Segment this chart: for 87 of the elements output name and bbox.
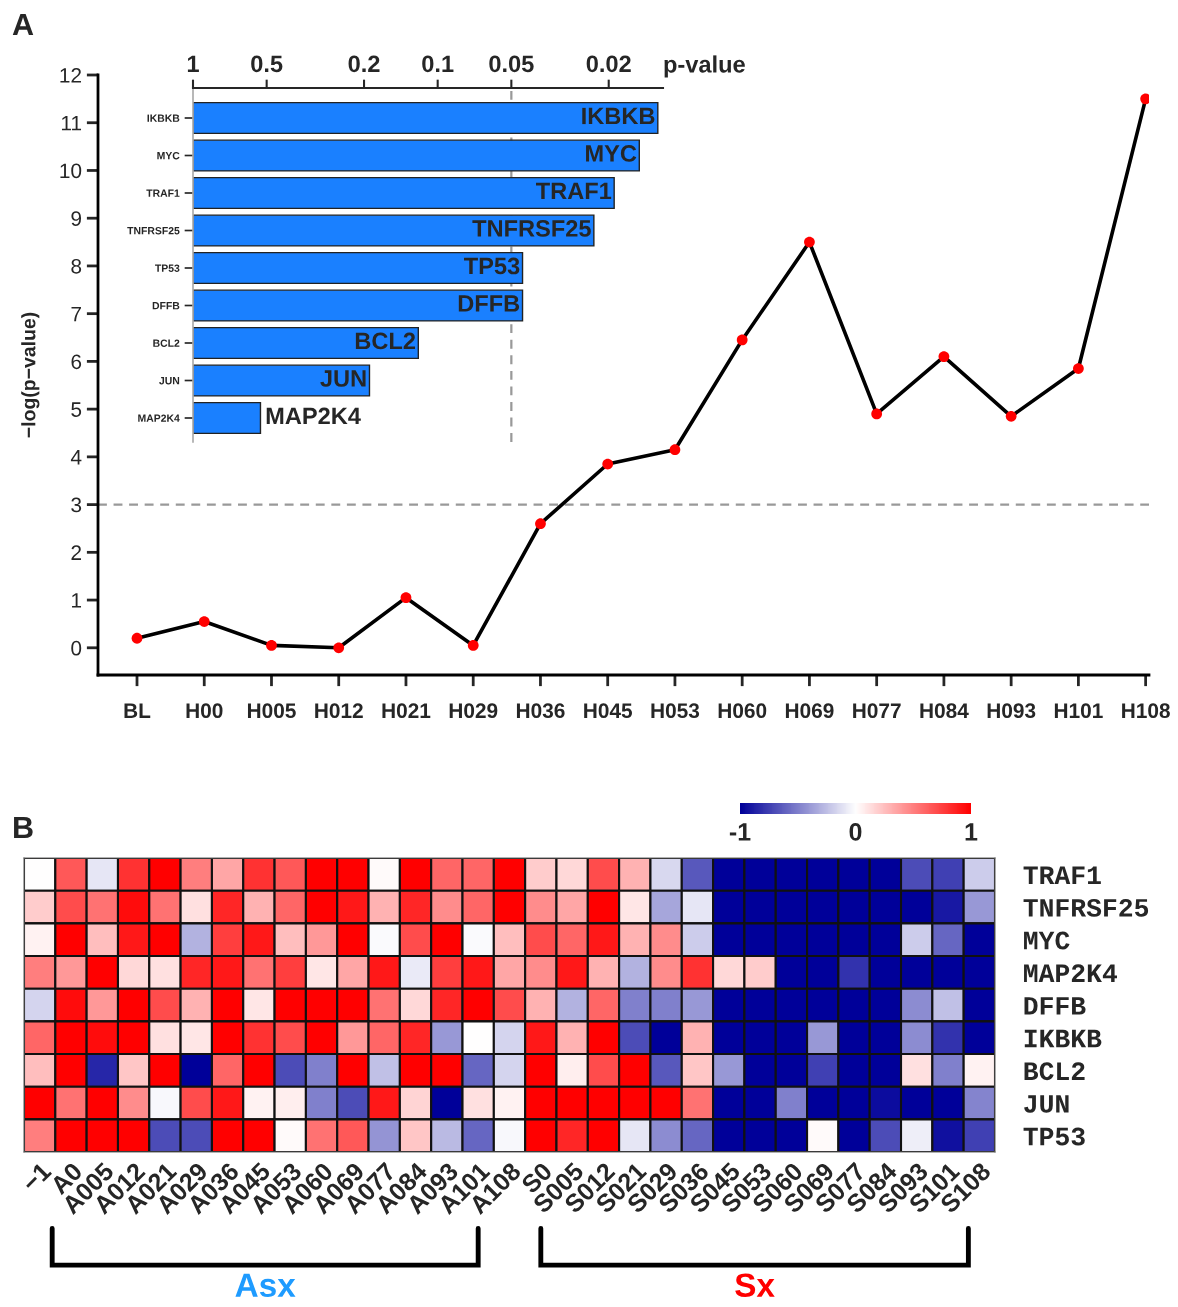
text: Asx [235,1273,296,1298]
y-tick-label: 0 [71,640,82,656]
x-tick-label: H084 [920,703,969,719]
y-tick-label: 8 [71,258,82,274]
y-tick-label: 3 [71,497,82,513]
y-tick-label: TNFRSF25 [127,227,180,235]
y-tick-label: BCL2 [1024,1062,1085,1081]
x-tick-label: H036 [516,703,565,719]
point [1073,363,1084,374]
annotation: IKBKB [582,107,655,125]
y-tick-label: MYC [1024,931,1070,950]
y-tick-label: 9 [71,211,82,226]
x-tick-label: 1 [187,55,199,72]
point [198,616,210,627]
y-tick-label: 2 [71,545,81,560]
point [804,236,815,248]
x-tick-label: H069 [785,703,834,719]
point [669,444,681,456]
annotation: TRAF1 [536,182,612,200]
annotation: JUN [320,370,366,387]
x-tick-label: H101 [1054,703,1103,719]
x-tick-label: H012 [315,703,363,719]
annotation: MYC [586,145,637,162]
x-tick-label: H045 [584,703,633,719]
annotation: TNFRSF25 [472,220,591,237]
point [736,334,748,346]
y-tick-label: BCL2 [153,339,180,347]
chart-title: B [14,816,33,838]
x-tick-label: 0.02 [586,55,631,73]
x-tick-label: BL [124,703,151,718]
y-tick-label: 5 [71,402,82,417]
y-tick-label: JUN [1024,1095,1069,1113]
x-tick-label: H093 [987,703,1036,719]
x-tick-label: −1 [20,1161,52,1193]
x-tick-label: H053 [651,703,700,719]
color-bar-label: 1 [965,823,978,841]
y-tick-label: TRAF1 [146,189,180,197]
color-bar-label: -1 [729,823,751,841]
annotation: MAP2K4 [266,407,361,425]
point [131,632,143,644]
x-tick-label: H00 [186,703,223,719]
y-tick-label: TP53 [1023,1127,1085,1146]
x-tick-label: H108 [1122,703,1170,719]
point [266,640,277,651]
y-tick-label: TP53 [155,264,180,272]
annotation: BCL2 [355,332,416,350]
y-tick-label: TRAF1 [1023,866,1101,884]
y-axis-title: −log(p−value) [21,312,40,438]
x-tick-label: 0.1 [422,55,454,73]
y-tick-label: 4 [70,450,82,465]
x-tick-label: 0.05 [489,55,534,73]
color-bar-label: 0 [849,822,862,841]
x-tick-label: 0.2 [348,55,380,73]
y-tick-label: 6 [71,354,82,370]
x-axis-title: p-value [664,55,745,78]
y-tick-label: 1 [72,593,82,608]
y-tick-label: DFFB [1024,997,1086,1015]
x-tick-label: H021 [382,703,431,719]
chart-title: A [12,13,34,35]
annotation: DFFB [458,295,520,312]
y-tick-label: IKBKB [147,114,180,122]
y-tick-label: MAP2K4 [138,414,180,422]
x-tick-label: H029 [449,703,498,719]
y-tick-label: IKBKB [1024,1029,1102,1048]
point [938,351,950,362]
y-tick-label: TNFRSF25 [1023,898,1149,917]
y-tick-label: MAP2K4 [1024,964,1118,982]
point [1005,410,1017,422]
x-tick-label: H005 [247,703,296,719]
y-tick-label: 7 [71,306,81,322]
point [400,592,412,604]
point [871,408,883,420]
y-tick-label: 12 [60,68,81,83]
annotation: TP53 [464,257,520,275]
x-tick-label: H077 [853,703,901,719]
x-tick-label: 0.5 [251,55,283,73]
text: Sx [735,1273,775,1298]
point [467,640,479,651]
y-tick-label: 11 [61,115,82,131]
x-tick-label: H060 [718,703,767,719]
point [602,458,614,470]
y-tick-label: 10 [60,163,82,179]
point [333,642,345,654]
y-tick-label: MYC [157,152,180,160]
y-tick-label: JUN [159,377,180,385]
point [535,518,546,530]
y-tick-label: DFFB [152,302,180,310]
